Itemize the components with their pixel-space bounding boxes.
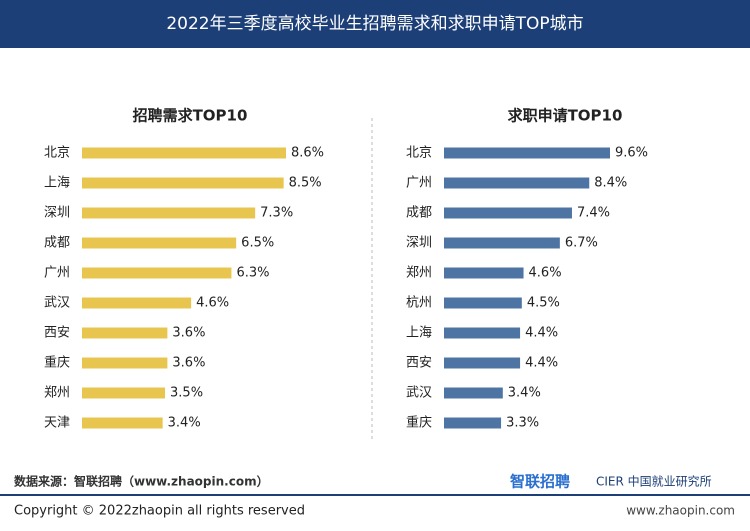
logo-sub: CIER 中国就业研究所 bbox=[596, 474, 712, 489]
bar bbox=[444, 207, 572, 219]
logo: 智联招聘 bbox=[510, 473, 570, 491]
bar bbox=[82, 327, 168, 339]
value-label: 8.5% bbox=[289, 176, 322, 191]
category-label: 天津 bbox=[44, 416, 70, 431]
value-label: 9.6% bbox=[615, 146, 648, 161]
value-label: 6.3% bbox=[236, 266, 269, 281]
value-label: 8.6% bbox=[291, 146, 324, 161]
value-label: 4.6% bbox=[529, 266, 562, 281]
value-label: 4.6% bbox=[196, 296, 229, 311]
value-label: 3.5% bbox=[170, 386, 203, 401]
category-label: 武汉 bbox=[406, 386, 432, 401]
site: www.zhaopin.com bbox=[626, 504, 735, 518]
bar bbox=[82, 267, 232, 279]
value-label: 4.4% bbox=[525, 356, 558, 371]
value-label: 3.6% bbox=[172, 356, 205, 371]
bar bbox=[82, 207, 256, 219]
bar bbox=[82, 357, 168, 369]
bar bbox=[82, 147, 286, 159]
value-label: 3.4% bbox=[508, 386, 541, 401]
header-band bbox=[0, 0, 750, 48]
page-title: 2022年三季度高校毕业生招聘需求和求职申请TOP城市 bbox=[166, 14, 583, 34]
category-label: 成都 bbox=[406, 206, 432, 221]
category-label: 重庆 bbox=[406, 415, 432, 431]
category-label: 杭州 bbox=[406, 296, 432, 311]
bar bbox=[82, 177, 284, 189]
category-label: 西安 bbox=[44, 326, 70, 341]
value-label: 6.5% bbox=[241, 236, 274, 251]
copyright: Copyright © 2022zhaopin all rights reser… bbox=[14, 504, 305, 519]
bar bbox=[444, 237, 560, 249]
bar bbox=[444, 327, 521, 339]
category-label: 深圳 bbox=[406, 236, 432, 251]
category-label: 广州 bbox=[406, 176, 432, 191]
value-label: 4.4% bbox=[525, 326, 558, 341]
chart-title: 招聘需求TOP10 bbox=[133, 107, 248, 125]
bar bbox=[82, 297, 192, 309]
category-label: 重庆 bbox=[44, 355, 70, 371]
category-label: 北京 bbox=[406, 146, 432, 161]
value-label: 7.3% bbox=[260, 206, 293, 221]
bar bbox=[444, 387, 503, 399]
value-label: 3.4% bbox=[168, 416, 201, 431]
category-label: 上海 bbox=[44, 176, 70, 191]
value-label: 3.3% bbox=[506, 416, 539, 431]
category-label: 郑州 bbox=[44, 386, 70, 401]
bar bbox=[444, 297, 522, 309]
bar bbox=[444, 147, 610, 159]
bar bbox=[444, 177, 590, 189]
bar bbox=[444, 357, 521, 369]
category-label: 深圳 bbox=[44, 206, 70, 221]
bar bbox=[82, 237, 237, 249]
value-label: 3.6% bbox=[172, 326, 205, 341]
category-label: 上海 bbox=[406, 326, 432, 341]
bar bbox=[444, 267, 524, 279]
chart-title: 求职申请TOP10 bbox=[508, 107, 623, 125]
value-label: 4.5% bbox=[527, 296, 560, 311]
bar bbox=[82, 387, 166, 399]
category-label: 成都 bbox=[44, 236, 70, 251]
bar bbox=[444, 417, 502, 429]
category-label: 西安 bbox=[406, 356, 432, 371]
source: 数据来源：智联招聘（www.zhaopin.com） bbox=[14, 474, 269, 489]
value-label: 8.4% bbox=[594, 176, 627, 191]
category-label: 武汉 bbox=[44, 296, 70, 311]
value-label: 6.7% bbox=[565, 236, 598, 251]
value-label: 7.4% bbox=[577, 206, 610, 221]
category-label: 郑州 bbox=[406, 266, 432, 281]
category-label: 北京 bbox=[44, 146, 70, 161]
category-label: 广州 bbox=[44, 266, 70, 281]
bar bbox=[82, 417, 163, 429]
